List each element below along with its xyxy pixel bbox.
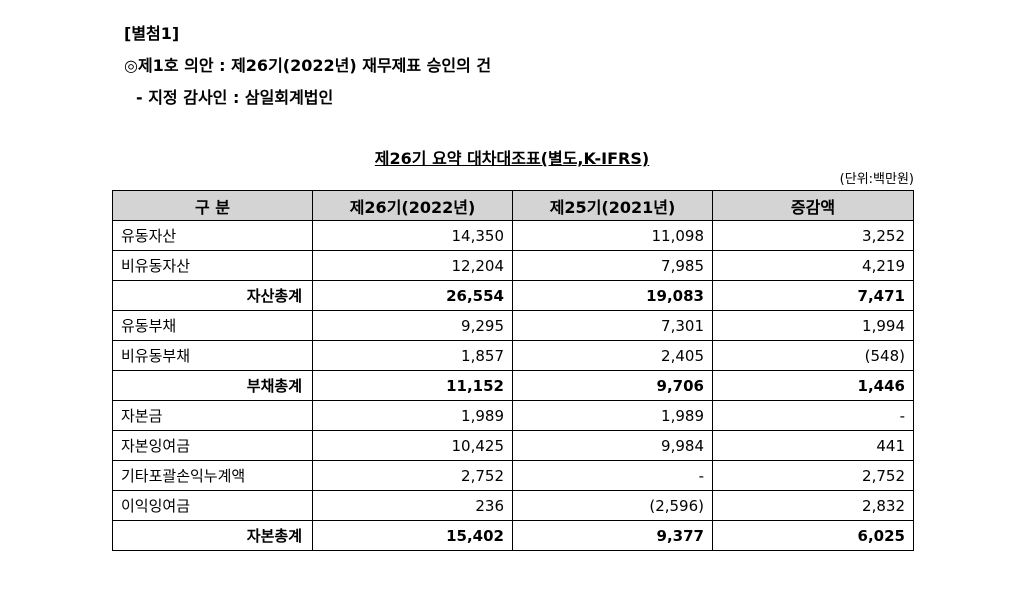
row-label: 자본잉여금 xyxy=(112,430,313,461)
table-row: 기타포괄손익누계액 2,752-2,752 xyxy=(112,460,914,491)
table-body: 유동자산 14,350 11,098 3,252 비유동자산 12,204 7,985 4,2… xyxy=(112,220,914,551)
cell-fy2022: 11,152 xyxy=(312,370,513,401)
cell-fy2022: 26,554 xyxy=(312,280,513,311)
cell-fy2021: - xyxy=(512,460,713,491)
total-row: 부채총계 11,152 9,706 1,446 xyxy=(112,370,914,401)
table-row: 자본금 1,989 1,989- xyxy=(112,400,914,431)
row-label: 비유동자산 xyxy=(112,250,313,281)
cell-fy2021: 9,984 xyxy=(512,430,713,461)
table-title: 제26기 요약 대차대조표(별도,K-IFRS) xyxy=(374,149,650,168)
table-row: 이익잉여금 236 (2,596) 2,832 xyxy=(112,490,914,521)
cell-change: 1,994 xyxy=(712,310,914,341)
cell-change: 7,471 xyxy=(712,280,914,311)
row-label: 부채총계 xyxy=(112,370,313,401)
cell-change: 6,025 xyxy=(712,520,914,551)
column-header-fy2021: 제25기(2021년) xyxy=(512,190,713,221)
cell-fy2022: 236 xyxy=(312,490,513,521)
table-row: 유동자산 14,350 11,098 3,252 xyxy=(112,220,914,251)
cell-fy2021: 1,989 xyxy=(512,400,713,431)
row-label: 유동자산 xyxy=(112,220,313,251)
cell-change: 441 xyxy=(712,430,914,461)
cell-fy2022: 9,295 xyxy=(312,310,513,341)
cell-fy2021: 19,083 xyxy=(512,280,713,311)
cell-fy2021: 7,301 xyxy=(512,310,713,341)
row-label: 자본총계 xyxy=(112,520,313,551)
row-label: 자본금 xyxy=(112,400,313,431)
cell-fy2022: 2,752 xyxy=(312,460,513,491)
table-row: 유동부채 9,295 7,301 1,994 xyxy=(112,310,914,341)
table-header-row: 구 분 제26기(2022년) 제25기(2021년) 증감액 xyxy=(112,190,914,221)
balance-sheet-table: 구 분 제26기(2022년) 제25기(2021년) 증감액 유동자산 14,3… xyxy=(112,190,914,551)
column-header-fy2022: 제26기(2022년) xyxy=(312,190,513,221)
cell-fy2022: 10,425 xyxy=(312,430,513,461)
row-label: 자산총계 xyxy=(112,280,313,311)
column-header-change: 증감액 xyxy=(712,190,914,221)
auditor-line: - 지정 감사인 : 삼일회계법인 xyxy=(136,88,334,107)
cell-change: 2,832 xyxy=(712,490,914,521)
cell-change: 4,219 xyxy=(712,250,914,281)
cell-fy2021: 9,706 xyxy=(512,370,713,401)
row-label: 기타포괄손익누계액 xyxy=(112,460,313,491)
attachment-label: [별첨1] xyxy=(124,24,180,43)
total-row: 자본총계 15,402 9,377 6,025 xyxy=(112,520,914,551)
cell-fy2021: 11,098 xyxy=(512,220,713,251)
cell-fy2021: 7,985 xyxy=(512,250,713,281)
cell-fy2021: (2,596) xyxy=(512,490,713,521)
cell-change: 3,252 xyxy=(712,220,914,251)
cell-fy2022: 15,402 xyxy=(312,520,513,551)
cell-change: - xyxy=(712,400,914,431)
cell-fy2022: 14,350 xyxy=(312,220,513,251)
cell-fy2022: 1,857 xyxy=(312,340,513,371)
table-row: 비유동자산 12,204 7,985 4,219 xyxy=(112,250,914,281)
cell-fy2021: 2,405 xyxy=(512,340,713,371)
total-row: 자산총계 26,554 19,083 7,471 xyxy=(112,280,914,311)
cell-fy2022: 12,204 xyxy=(312,250,513,281)
row-label: 비유동부채 xyxy=(112,340,313,371)
table-row: 자본잉여금 10,425 9,984 441 xyxy=(112,430,914,461)
cell-change: (548) xyxy=(712,340,914,371)
cell-change: 2,752 xyxy=(712,460,914,491)
cell-change: 1,446 xyxy=(712,370,914,401)
agenda-title: ◎제1호 의안 : 제26기(2022년) 재무제표 승인의 건 xyxy=(124,56,492,75)
cell-fy2022: 1,989 xyxy=(312,400,513,431)
row-label: 유동부채 xyxy=(112,310,313,341)
table-row: 비유동부채 1,857 2,405 (548) xyxy=(112,340,914,371)
cell-fy2021: 9,377 xyxy=(512,520,713,551)
unit-label: (단위:백만원) xyxy=(839,172,914,187)
row-label: 이익잉여금 xyxy=(112,490,313,521)
column-header-category: 구 분 xyxy=(112,190,313,221)
